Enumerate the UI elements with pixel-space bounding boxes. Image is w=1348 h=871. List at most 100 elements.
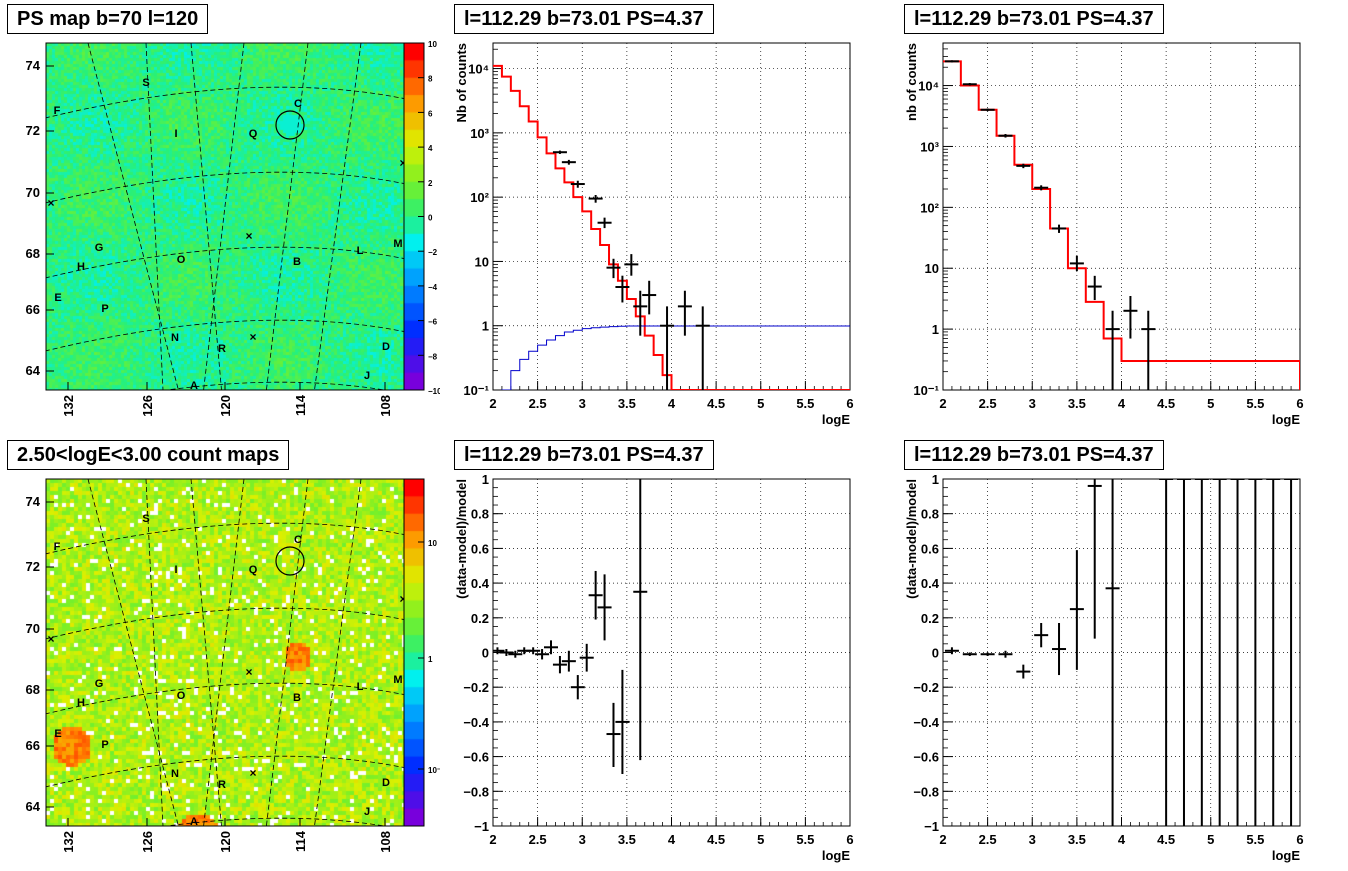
source-label: C xyxy=(294,98,302,110)
count-map-overlay: × × × × S F I Q C GH O B L M E P N R D A J 74 72 70 68 66 64 132 126… xyxy=(26,478,440,853)
plot-frame xyxy=(942,478,1301,827)
source-label: H xyxy=(77,261,85,273)
x-tick-label: 2.5 xyxy=(979,832,997,847)
x-tick-label: 3.5 xyxy=(1068,396,1086,411)
chart-title: l=112.29 b=73.01 PS=4.37 xyxy=(904,4,1164,34)
y-tick-label: 10³ xyxy=(920,139,939,154)
y-tick-label: 10 xyxy=(475,254,489,269)
x-tick-label: 4 xyxy=(668,832,676,847)
x-tick-label: 5.5 xyxy=(1246,832,1264,847)
latitude-line xyxy=(46,607,404,640)
y-tick-label: 0.6 xyxy=(921,541,939,556)
counts-spectrum-panel-2: l=112.29 b=73.01 PS=4.37 2 2.5 3 3.5 4 4.5 5 5.… xyxy=(900,0,1340,430)
y-tick-label: 0.2 xyxy=(471,611,489,626)
source-label: O xyxy=(177,690,186,702)
plot-frame xyxy=(492,478,851,827)
count-map-pixels xyxy=(46,479,404,826)
y-tick-label: −0.4 xyxy=(463,715,489,730)
lon-tick-label: 132 xyxy=(61,831,76,853)
x-tick-label: 3 xyxy=(579,396,586,411)
source-label: D xyxy=(382,341,390,353)
source-circle xyxy=(275,110,305,140)
y-tick-label: −0.6 xyxy=(913,750,939,765)
counts-spectrum-panel: l=112.29 b=73.01 PS=4.37 2 2.5 3 3.5 4 4.5 5 5.… xyxy=(450,0,890,430)
ps-map-colorbar-gradient xyxy=(404,43,424,390)
source-label: O xyxy=(177,254,186,266)
plot-frame xyxy=(492,42,851,391)
colorbar-label: 4 xyxy=(428,144,433,153)
lon-tick-label: 114 xyxy=(293,394,308,416)
y-axis-label: nb of counts xyxy=(904,43,919,121)
source-label: S xyxy=(142,513,149,525)
x-axis-label: logE xyxy=(822,412,850,427)
longitude-line xyxy=(266,43,309,390)
source-label: L xyxy=(357,681,364,693)
x-tick-label: 3 xyxy=(579,832,586,847)
y-tick-label: 1 xyxy=(482,472,489,487)
x-tick-label: 4.5 xyxy=(1157,396,1175,411)
source-label: R xyxy=(218,343,226,355)
x-tick-label: 5.5 xyxy=(796,396,814,411)
x-tick-label: 2 xyxy=(939,396,946,411)
ps-map-panel: PS map b=70 l=120 × × × × S F I Q C G H O B L M E P N R D A J… xyxy=(0,0,440,430)
colorbar-label: −10 xyxy=(428,387,440,396)
x-tick-label: 4 xyxy=(1118,832,1126,847)
source-label: B xyxy=(293,256,301,268)
x-tick-label: 3.5 xyxy=(618,832,636,847)
x-tick-label: 3.5 xyxy=(618,396,636,411)
colorbar-label: 6 xyxy=(428,109,433,118)
y-tick-label: −0.8 xyxy=(463,784,489,799)
lat-tick-label: 70 xyxy=(26,185,40,200)
x-tick-label: 2.5 xyxy=(529,832,547,847)
colorbar-frame xyxy=(403,478,425,827)
plot-data xyxy=(493,479,648,774)
lat-tick-label: 74 xyxy=(26,494,41,509)
source-label: J xyxy=(364,370,370,382)
residual-chart-2: 2 2.5 3 3.5 4 4.5 5 5.5 6 −1 −0.8 −0.6 −0.4 −0.2 0 0.2 0… xyxy=(904,472,1304,863)
y-tick-label: 0 xyxy=(932,646,939,661)
source-label: I xyxy=(174,564,177,576)
source-label: S xyxy=(142,77,149,89)
y-tick-label: −0.2 xyxy=(913,680,939,695)
lon-tick-label: 120 xyxy=(218,395,233,417)
source-label: N xyxy=(171,768,179,780)
y-tick-label: 10⁴ xyxy=(468,62,489,77)
ps-map-image xyxy=(46,43,404,390)
latitude-line xyxy=(46,86,404,119)
y-tick-label: 10² xyxy=(470,190,489,205)
y-axis-label: (data-model)/model xyxy=(904,479,919,599)
x-tick-label: 2.5 xyxy=(979,396,997,411)
x-tick-label: 5 xyxy=(757,396,764,411)
residual-panel-2: l=112.29 b=73.01 PS=4.37 2 2.5 3 3.5 4 4.5 5 5.… xyxy=(900,436,1340,866)
source-label: J xyxy=(364,806,370,818)
y-tick-label: 10⁻¹ xyxy=(913,383,939,398)
x-tick-label: 4.5 xyxy=(707,396,725,411)
x-tick-label: 5 xyxy=(1207,832,1214,847)
colorbar-label: 8 xyxy=(428,75,433,84)
source-label: H xyxy=(77,697,85,709)
source-label: A xyxy=(190,816,198,828)
latitude-line xyxy=(46,171,404,204)
x-tick-label: 6 xyxy=(1296,396,1303,411)
y-tick-label: 10³ xyxy=(470,126,489,141)
longitude-line xyxy=(203,479,245,826)
x-tick-label: 2 xyxy=(489,832,496,847)
cross-marker: × xyxy=(245,229,252,243)
x-tick-label: 2.5 xyxy=(529,396,547,411)
source-label: L xyxy=(357,245,364,257)
lon-tick-label: 126 xyxy=(140,831,155,853)
x-tick-label: 4.5 xyxy=(707,832,725,847)
colorbar-label: −4 xyxy=(428,283,438,292)
x-tick-label: 4 xyxy=(1118,396,1126,411)
latitude-line xyxy=(46,522,404,555)
y-tick-label: −1 xyxy=(474,819,489,834)
colorbar-label: 2 xyxy=(428,179,433,188)
source-label: G xyxy=(95,242,104,254)
lon-tick-label: 126 xyxy=(140,395,155,417)
longitude-line xyxy=(87,43,179,390)
x-tick-label: 2 xyxy=(489,396,496,411)
lat-tick-label: 74 xyxy=(26,58,41,73)
x-axis-label: logE xyxy=(1272,848,1300,863)
step-series xyxy=(501,325,850,390)
cross-marker: × xyxy=(399,156,406,170)
